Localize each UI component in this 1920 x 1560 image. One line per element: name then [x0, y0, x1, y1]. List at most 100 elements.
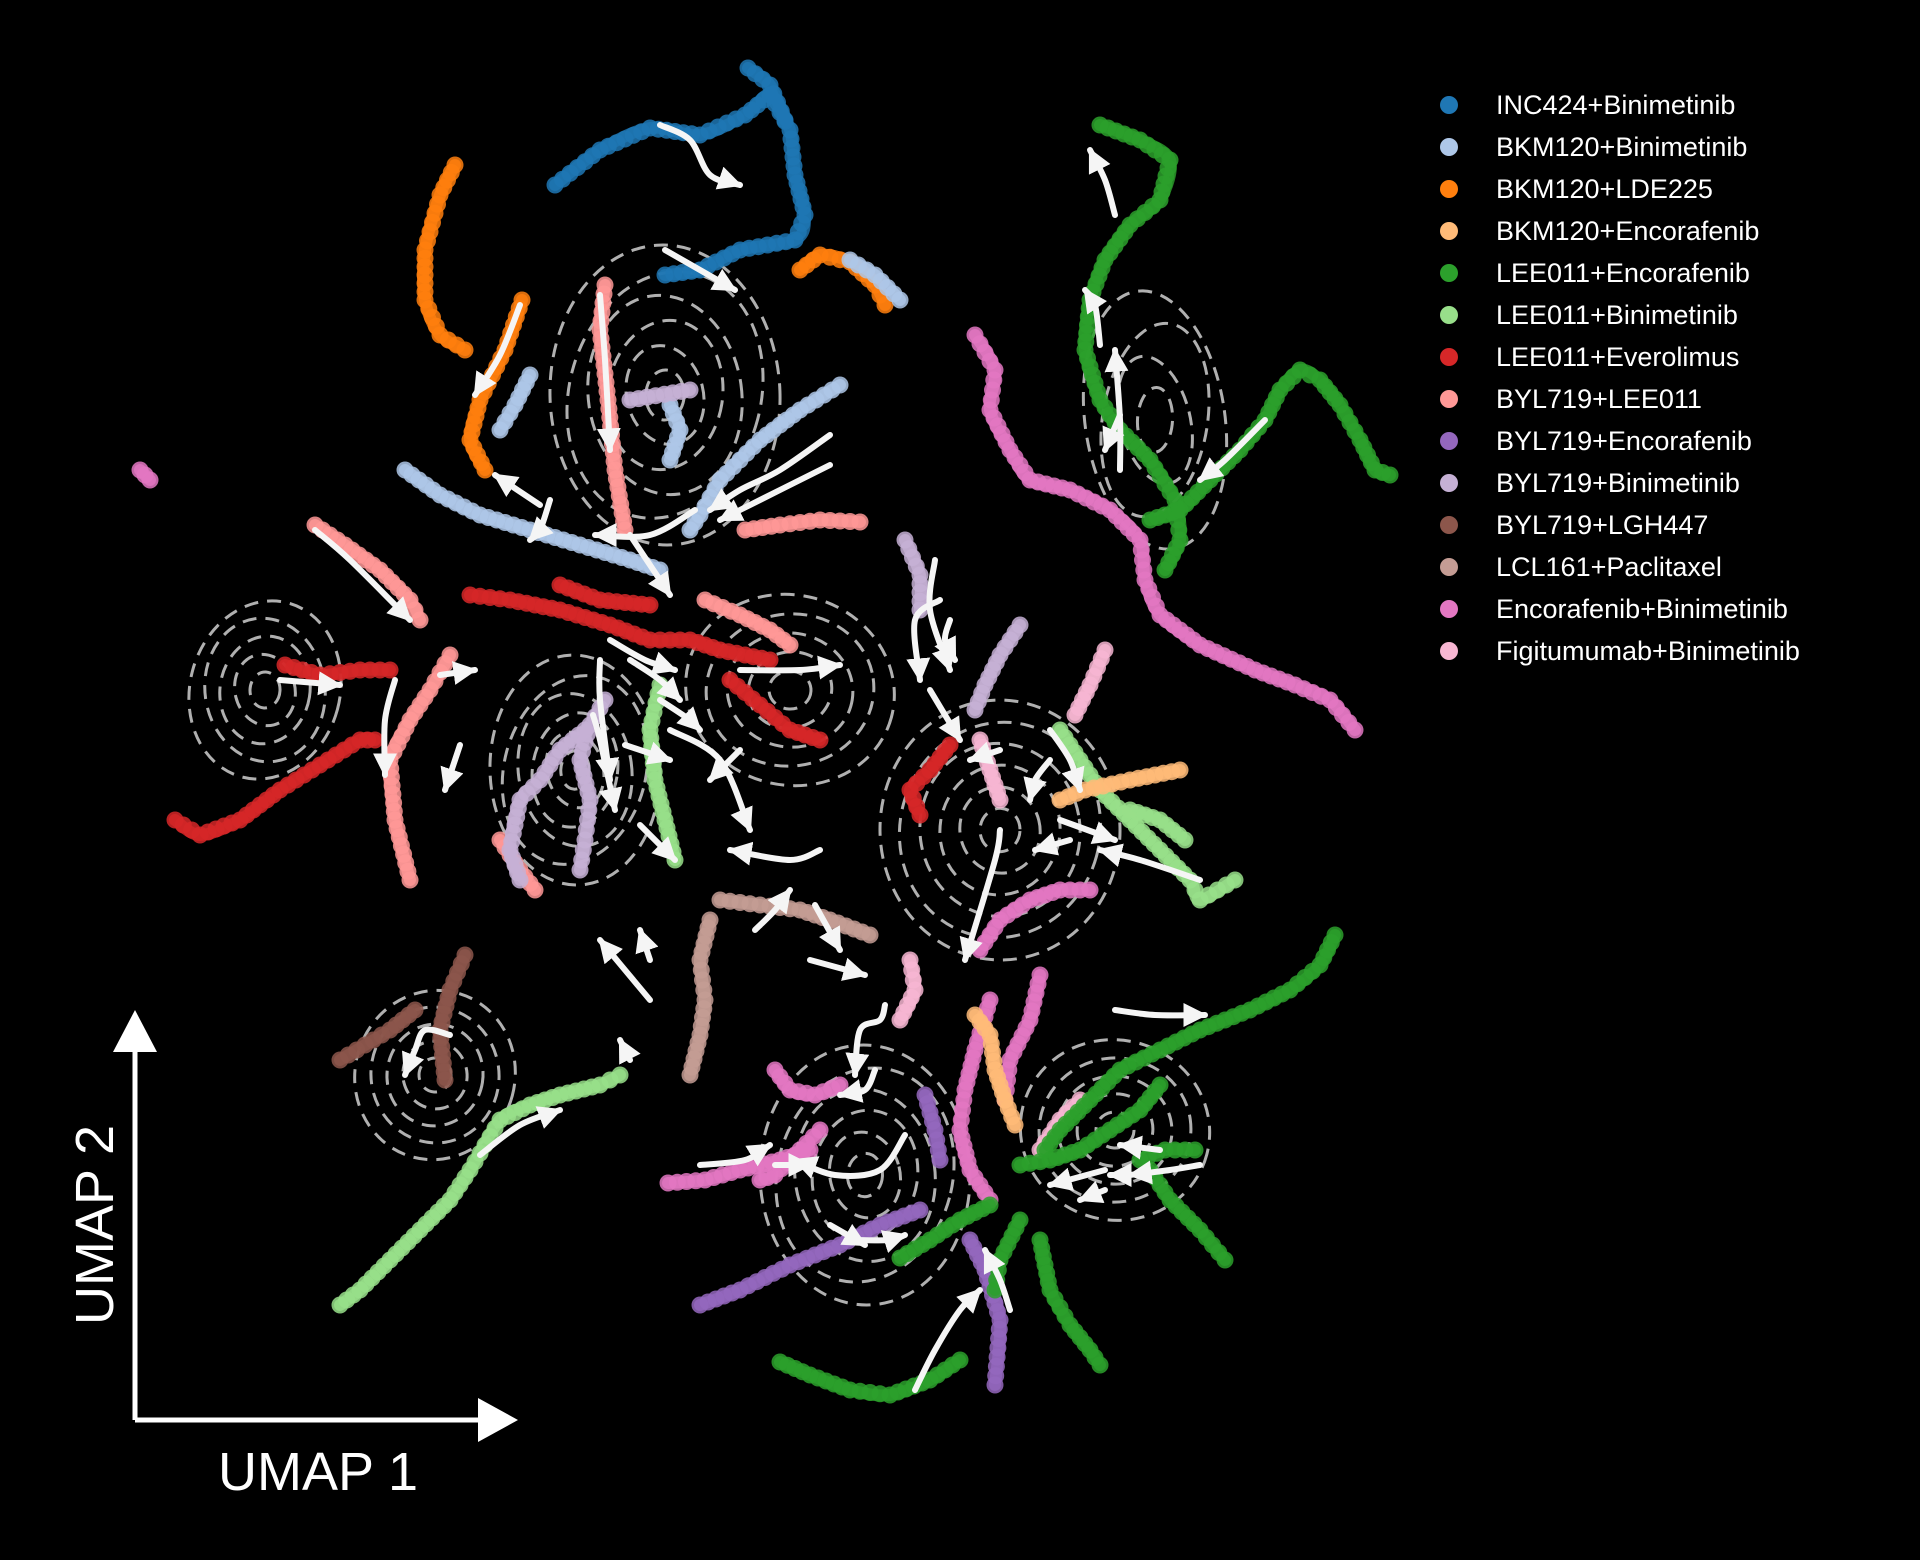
- cell-point: [1176, 831, 1194, 849]
- velocity-arrow: [827, 1222, 868, 1248]
- cell-point: [781, 636, 799, 654]
- legend-item: Figitumumab+Binimetinib: [1440, 630, 1800, 672]
- legend-item: BKM120+Encorafenib: [1440, 210, 1800, 252]
- cell-point: [571, 861, 589, 879]
- axis-indicator: UMAP 1 UMAP 2: [65, 1010, 518, 1502]
- trajectory-byl719-lgh447: [431, 946, 474, 1089]
- contour-line: [248, 670, 282, 710]
- contour-line: [187, 599, 343, 781]
- contour-line: [845, 1151, 885, 1199]
- trajectory-lee011-binimetinib: [641, 676, 684, 869]
- cell-point: [1226, 871, 1244, 889]
- legend-label: BYL719+LEE011: [1496, 383, 1702, 414]
- cell-point: [436, 1071, 454, 1089]
- cell-point: [656, 266, 674, 284]
- trajectory-lee011-encorafenib: [891, 1196, 999, 1267]
- cell-point: [991, 791, 1009, 809]
- velocity-arrow: [590, 712, 623, 813]
- contour-line: [767, 669, 813, 711]
- contour-group: [353, 988, 517, 1162]
- trajectory-lee011-encorafenib: [1076, 116, 1189, 579]
- legend-label: LEE011+Binimetinib: [1496, 299, 1738, 330]
- x-axis-arrowhead-icon: [478, 1398, 518, 1442]
- legend-label: Encorafenib+Binimetinib: [1496, 593, 1788, 624]
- velocity-arrow: [1087, 147, 1118, 218]
- cell-point: [891, 291, 909, 309]
- trajectory-byl719-binimetinib: [621, 381, 699, 409]
- legend-item: BYL719+LEE011: [1440, 378, 1800, 420]
- contour-line: [1094, 1110, 1136, 1150]
- trajectory-bkm120-encorafenib: [966, 1006, 1024, 1134]
- legend-marker-icon: [1440, 390, 1458, 408]
- cell-point: [526, 881, 544, 899]
- legend-item: BKM120+LDE225: [1440, 168, 1800, 210]
- cell-point: [681, 521, 699, 539]
- cell-point: [1011, 1156, 1029, 1174]
- cell-point: [621, 391, 639, 409]
- cell-point: [366, 731, 384, 749]
- legend-label: BKM120+Encorafenib: [1496, 215, 1760, 246]
- velocity-arrow: [1097, 843, 1203, 883]
- legend-marker-icon: [1440, 432, 1458, 450]
- cell-point: [491, 421, 509, 439]
- contour-line: [938, 763, 1062, 897]
- cell-point: [931, 1151, 949, 1169]
- cell-point: [661, 451, 679, 469]
- legend-marker-icon: [1440, 348, 1458, 366]
- trajectory-lcl161-paclitaxel: [711, 891, 879, 944]
- velocity-arrow: [437, 661, 478, 685]
- velocity-arrow: [717, 462, 833, 523]
- trajectory-bkm120-encorafenib: [1051, 761, 1189, 809]
- contour-line: [401, 1039, 469, 1111]
- velocity-arrow: [752, 887, 793, 933]
- cell-point: [981, 1196, 999, 1214]
- trajectory-lee011-everolimus: [551, 576, 659, 614]
- cell-point: [811, 731, 829, 749]
- cell-point: [381, 661, 399, 679]
- cell-point: [861, 926, 879, 944]
- cell-point: [406, 1001, 424, 1019]
- velocity-streamlines: [277, 122, 1268, 1393]
- velocity-arrow: [906, 597, 943, 683]
- velocity-arrow: [1112, 1003, 1208, 1028]
- contour-line: [684, 592, 896, 788]
- trajectory-bkm120-lde225: [416, 156, 474, 359]
- cell-point: [776, 111, 794, 129]
- velocity-arrow: [1047, 1167, 1108, 1191]
- contour-line: [586, 293, 744, 497]
- cell-point: [831, 1076, 849, 1094]
- velocity-arrow: [737, 655, 843, 680]
- velocity-arrow: [927, 687, 963, 743]
- velocity-arrow: [627, 532, 673, 598]
- trajectory-lee011-encorafenib: [1011, 1076, 1169, 1174]
- velocity-arrow: [807, 957, 868, 981]
- legend-label: INC424+Binimetinib: [1496, 89, 1736, 120]
- trajectory-encorafenib-binimetinib: [971, 881, 1099, 959]
- trajectory-byl719-lee011: [696, 591, 799, 654]
- velocity-arrow: [657, 122, 743, 190]
- legend-label: LEE011+Everolimus: [1496, 341, 1740, 372]
- legend-label: Figitumumab+Binimetinib: [1496, 635, 1800, 666]
- contour-group: [548, 243, 782, 547]
- cell-point: [966, 701, 984, 719]
- velocity-arrow: [959, 827, 1003, 963]
- velocity-arrow: [627, 657, 683, 703]
- contour-line: [827, 1130, 903, 1220]
- trajectory-byl719-encorafenib: [916, 1086, 949, 1169]
- legend: INC424+Binimetinib BKM120+Binimetinib BKM1…: [1440, 84, 1800, 672]
- velocity-arrow: [477, 1106, 563, 1158]
- legend-item: Encorafenib+Binimetinib: [1440, 588, 1800, 630]
- contour-line: [353, 988, 517, 1162]
- legend-marker-icon: [1440, 138, 1458, 156]
- trajectory-byl719-lgh447: [331, 1001, 424, 1069]
- velocity-arrow: [912, 1287, 983, 1393]
- velocity-arrow: [277, 671, 343, 696]
- trajectory-lee011-binimetinib: [331, 1066, 629, 1314]
- velocity-arrow: [607, 637, 678, 675]
- legend-item: INC424+Binimetinib: [1440, 84, 1800, 126]
- cell-point: [141, 471, 159, 489]
- velocity-arrow: [845, 1002, 888, 1078]
- velocity-arrow: [622, 741, 673, 765]
- velocity-arrow: [926, 557, 955, 673]
